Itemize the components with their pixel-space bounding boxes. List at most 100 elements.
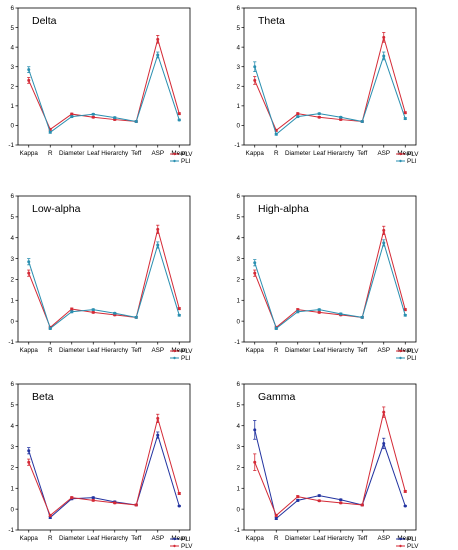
y-tick-label: 5 <box>10 214 14 221</box>
y-tick-label: 3 <box>236 256 240 263</box>
data-point <box>253 460 257 464</box>
y-tick-label: 3 <box>10 64 14 71</box>
x-tick-label: Mean <box>171 150 187 157</box>
data-point <box>382 241 386 245</box>
x-tick-label: Mean <box>397 150 413 157</box>
y-tick-label: 1 <box>10 297 14 304</box>
y-tick-label: 2 <box>236 83 240 90</box>
chart-panel-2: -1 0 1 2 3 4 5 6 Kappa R Diameter Leaf Hierarchy Teff… <box>234 5 419 165</box>
x-tick-label: Diameter <box>285 150 311 157</box>
x-tick-label: Diameter <box>285 535 311 542</box>
data-point <box>253 428 257 432</box>
series-line <box>254 54 406 136</box>
plot-frame <box>17 7 191 146</box>
data-point <box>382 441 386 445</box>
legend-swatch-marker <box>173 356 176 360</box>
data-point <box>382 228 386 232</box>
y-tick-label: 1 <box>236 485 240 492</box>
x-tick-label: Kappa <box>20 150 39 157</box>
chart-panel-3: -1 0 1 2 3 4 5 6 Kappa R Diameter Leaf Hierarchy Teff… <box>8 193 193 362</box>
data-point <box>403 489 407 493</box>
y-tick-label: 0 <box>236 318 240 325</box>
data-point <box>360 315 364 319</box>
y-tick-label: 1 <box>236 297 240 304</box>
y-tick-label: 2 <box>236 277 240 284</box>
y-tick-label: -1 <box>234 527 240 534</box>
y-tick-label: 5 <box>236 214 240 221</box>
x-tick-label: Hierarchy <box>101 150 129 157</box>
y-tick-label: 3 <box>236 444 240 451</box>
series-pli <box>27 51 181 134</box>
data-point <box>339 115 343 119</box>
data-point <box>177 313 181 317</box>
legend-label: PLV <box>181 543 193 550</box>
data-point <box>296 112 300 116</box>
y-tick-label: -1 <box>8 142 14 149</box>
y-tick-label: 0 <box>236 123 240 130</box>
legend-label: PLI <box>181 158 191 165</box>
data-point <box>403 117 407 121</box>
x-tick-label: Diameter <box>59 347 85 354</box>
y-tick-label: -1 <box>234 339 240 346</box>
data-point <box>91 310 95 314</box>
x-tick-label: Leaf <box>313 347 326 354</box>
series-line <box>28 416 180 517</box>
legend-label: PLI <box>407 158 417 165</box>
y-tick-label: 4 <box>10 44 14 51</box>
data-point <box>91 112 95 116</box>
data-point <box>253 78 257 82</box>
x-tick-label: Teff <box>131 347 141 354</box>
y-tick-label: 2 <box>236 465 240 472</box>
data-point <box>156 416 160 420</box>
y-tick-label: 0 <box>236 506 240 513</box>
series-line <box>28 243 180 330</box>
chart-title: Gamma <box>258 391 296 403</box>
chart-panel-1: -1 0 1 2 3 4 5 6 Kappa R Diameter Leaf Hierarchy Teff… <box>8 5 193 165</box>
x-tick-label: R <box>274 150 279 157</box>
series-line <box>28 53 180 134</box>
legend-swatch-marker <box>399 159 402 163</box>
data-point <box>70 112 74 116</box>
x-tick-label: Kappa <box>246 347 265 354</box>
y-tick-label: -1 <box>234 142 240 149</box>
x-tick-label: Mean <box>171 347 187 354</box>
legend-swatch-marker <box>173 537 176 541</box>
y-tick-label: 4 <box>10 423 14 430</box>
series-line <box>254 35 406 132</box>
y-tick-label: 6 <box>10 5 14 12</box>
x-tick-label: Diameter <box>285 347 311 354</box>
plot-frame <box>17 195 191 343</box>
series-plv <box>27 224 181 329</box>
chart-panel-5: -1 0 1 2 3 4 5 6 Kappa R Diameter Leaf Hierarchy Teff… <box>8 381 193 550</box>
data-point <box>134 315 138 319</box>
x-tick-label: Hierarchy <box>101 347 129 354</box>
x-tick-label: Teff <box>131 150 141 157</box>
data-point <box>339 118 343 122</box>
legend-label: PLI <box>181 355 191 362</box>
data-point <box>27 460 31 464</box>
data-point <box>48 513 52 517</box>
data-point <box>177 307 181 311</box>
legend-label: PLV <box>181 348 193 355</box>
x-tick-label: Mean <box>397 347 413 354</box>
data-point <box>317 115 321 119</box>
data-point <box>296 115 300 119</box>
legend-swatch-marker <box>173 159 176 163</box>
x-tick-label: Leaf <box>87 150 100 157</box>
data-point <box>27 68 31 72</box>
legend-label: PLV <box>407 543 419 550</box>
series-pli <box>253 51 407 136</box>
y-tick-label: 3 <box>236 64 240 71</box>
x-tick-label: Mean <box>397 535 413 542</box>
chart-title: Theta <box>258 15 285 27</box>
data-point <box>177 504 181 508</box>
x-tick-label: Teff <box>131 535 141 542</box>
data-point <box>296 310 300 314</box>
legend-swatch-marker <box>173 544 176 548</box>
data-point <box>253 261 257 265</box>
legend-swatch-marker <box>399 356 402 360</box>
data-point <box>317 310 321 314</box>
data-point <box>134 503 138 507</box>
data-point <box>91 498 95 502</box>
